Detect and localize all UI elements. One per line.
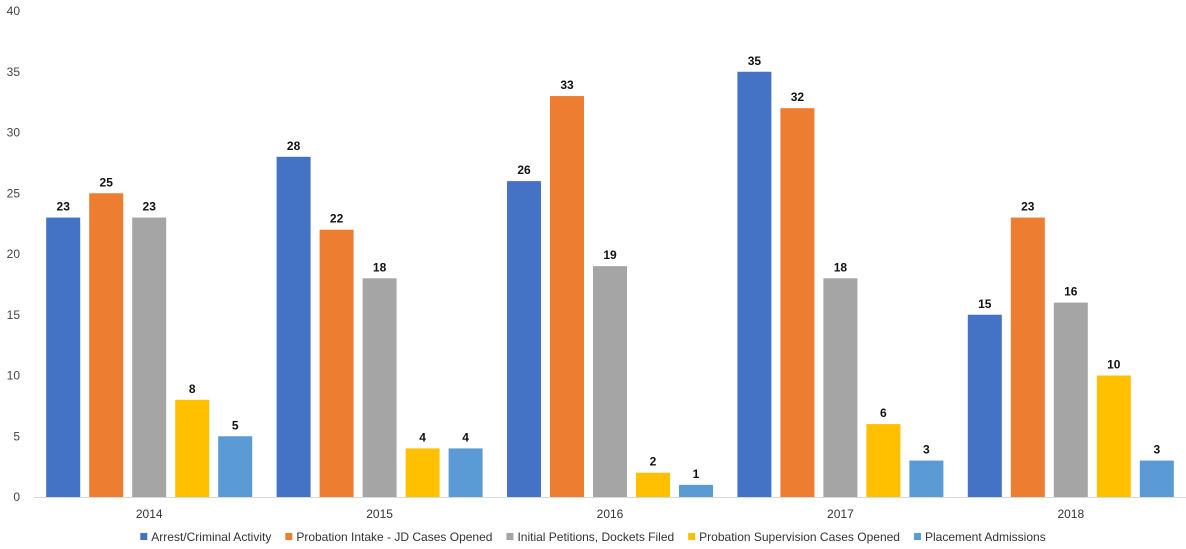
bar bbox=[550, 96, 584, 498]
bar bbox=[175, 399, 210, 497]
y-tick-label: 15 bbox=[7, 308, 21, 322]
bar bbox=[89, 193, 124, 497]
bar bbox=[362, 278, 397, 497]
bar bbox=[909, 460, 944, 497]
bar-data-label: 18 bbox=[834, 260, 848, 274]
bar bbox=[218, 436, 253, 497]
y-tick-label: 30 bbox=[7, 126, 21, 140]
x-tick-label: 2015 bbox=[366, 507, 393, 521]
bar-data-label: 35 bbox=[748, 54, 762, 68]
legend-item[interactable]: Probation Intake - JD Cases Opened bbox=[285, 530, 492, 544]
bar-data-label: 2 bbox=[650, 455, 657, 469]
bar-data-label: 25 bbox=[100, 175, 114, 189]
bar bbox=[866, 424, 901, 497]
bar-data-label: 26 bbox=[517, 163, 531, 177]
legend-swatch bbox=[506, 533, 514, 540]
y-tick-label: 25 bbox=[7, 186, 21, 200]
bar-data-label: 5 bbox=[232, 418, 239, 432]
bar bbox=[737, 71, 772, 497]
bar bbox=[967, 314, 1002, 497]
legend-item[interactable]: Arrest/Criminal Activity bbox=[140, 530, 271, 544]
legend-label: Placement Admissions bbox=[925, 530, 1046, 544]
bar-data-label: 16 bbox=[1064, 285, 1078, 299]
legend-swatch bbox=[285, 533, 293, 540]
bar-data-label: 3 bbox=[1153, 443, 1160, 457]
y-tick-label: 35 bbox=[7, 65, 21, 79]
x-tick-label: 2018 bbox=[1057, 507, 1084, 521]
bar bbox=[679, 484, 713, 497]
x-axis: 2014 2015 2016 2017 2018 bbox=[34, 497, 1186, 521]
x-tick-label: 2014 bbox=[136, 507, 163, 521]
bar-data-label: 15 bbox=[978, 297, 992, 311]
bar-data-label: 4 bbox=[462, 430, 469, 444]
bar bbox=[507, 181, 541, 497]
bar bbox=[319, 229, 354, 497]
data-labels: 23 25 23 8 5 28 22 18 4 4 26 33 19 2 1 35 32 18 6 3 15 23 16 10… bbox=[57, 54, 1161, 481]
x-tick-label: 2017 bbox=[827, 507, 854, 521]
bar bbox=[276, 156, 311, 498]
bar-data-label: 3 bbox=[923, 443, 930, 457]
legend-label: Arrest/Criminal Activity bbox=[151, 530, 271, 544]
legend-swatch bbox=[913, 533, 921, 540]
bar bbox=[593, 266, 627, 497]
y-tick-label: 40 bbox=[7, 4, 21, 18]
legend[interactable]: Arrest/Criminal Activity Probation Intake… bbox=[140, 530, 1046, 544]
y-tick-label: 20 bbox=[7, 247, 21, 261]
legend-item[interactable]: Probation Supervision Cases Opened bbox=[688, 530, 900, 544]
bar-data-label: 18 bbox=[373, 260, 387, 274]
bar-data-label: 32 bbox=[791, 90, 805, 104]
bar-data-label: 1 bbox=[693, 467, 700, 481]
bar bbox=[1010, 217, 1045, 498]
y-tick-label: 10 bbox=[7, 369, 21, 383]
bar bbox=[1139, 460, 1174, 497]
bar-data-label: 10 bbox=[1107, 358, 1121, 372]
bar bbox=[405, 448, 440, 497]
bar-data-label: 33 bbox=[560, 78, 574, 92]
legend-label: Probation Supervision Cases Opened bbox=[699, 530, 900, 544]
bars bbox=[46, 71, 1174, 498]
legend-label: Initial Petitions, Dockets Filed bbox=[517, 530, 674, 544]
legend-label: Probation Intake - JD Cases Opened bbox=[296, 530, 492, 544]
legend-swatch bbox=[688, 533, 696, 540]
bar bbox=[448, 448, 483, 497]
bar-data-label: 6 bbox=[880, 406, 887, 420]
bar-data-label: 4 bbox=[419, 430, 426, 444]
bar-data-label: 22 bbox=[330, 212, 344, 226]
legend-item[interactable]: Placement Admissions bbox=[913, 530, 1046, 544]
y-tick-label: 0 bbox=[13, 490, 20, 504]
bar-data-label: 19 bbox=[603, 248, 617, 262]
x-tick-label: 2016 bbox=[597, 507, 624, 521]
bar bbox=[1096, 375, 1131, 497]
y-axis: 0 5 10 15 20 25 30 35 40 bbox=[7, 4, 21, 504]
bar bbox=[823, 278, 858, 497]
bar bbox=[1053, 302, 1088, 497]
legend-item[interactable]: Initial Petitions, Dockets Filed bbox=[506, 530, 674, 544]
bar bbox=[132, 217, 167, 498]
bar-data-label: 23 bbox=[1021, 200, 1035, 214]
bar bbox=[46, 217, 81, 498]
bar-data-label: 23 bbox=[57, 200, 71, 214]
legend-swatch bbox=[140, 533, 148, 540]
bar-data-label: 28 bbox=[287, 139, 301, 153]
bar-data-label: 23 bbox=[143, 200, 157, 214]
bar bbox=[780, 108, 815, 497]
bar-data-label: 8 bbox=[189, 382, 196, 396]
bar bbox=[636, 472, 670, 497]
y-tick-label: 5 bbox=[13, 429, 20, 443]
